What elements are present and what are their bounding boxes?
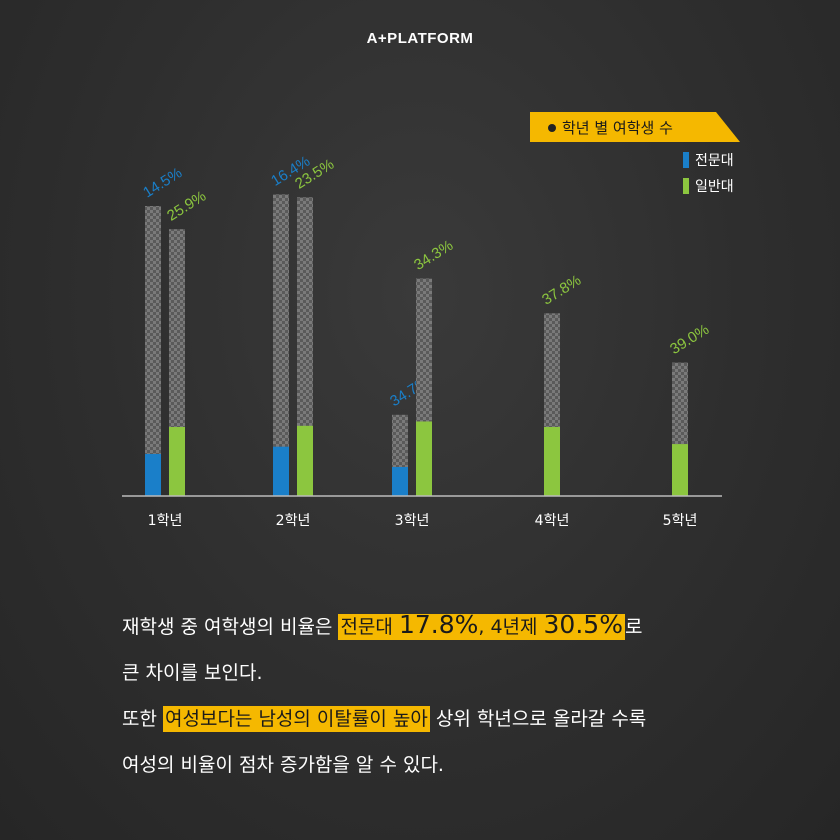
bar-total-junior-1	[145, 206, 161, 496]
bar-female-univ-1	[169, 426, 185, 496]
bar-chart: 14.5%25.9%16.4%23.5%34.7%34.3%37.8%39.0%…	[122, 152, 722, 529]
x-tick-label: 4학년	[535, 513, 570, 529]
bullet-icon	[548, 124, 556, 132]
legend-swatch-blue	[683, 152, 689, 168]
caption-text: 상위 학년으로 올라갈 수록	[429, 708, 647, 730]
legend-label: 일반대	[695, 179, 734, 195]
highlight-dropout: 여성보다는 남성의 이탈률이 높아	[163, 706, 430, 732]
caption: 재학생 중 여학생의 비율은 전문대 17.8%, 4년제 30.5% 로 큰 차…	[122, 602, 762, 788]
data-label: 34.3%	[411, 237, 456, 274]
bar-female-univ-4	[544, 426, 560, 496]
caption-line-4: 여성의 비율이 점차 증가함을 알 수 있다.	[122, 754, 444, 776]
bar-female-junior-1	[145, 453, 161, 496]
bar-female-junior-3	[392, 467, 408, 496]
legend-title: 학년 별 여학생 수	[530, 112, 740, 142]
caption-text: 재학생 중 여학생의 비율은	[122, 616, 339, 638]
highlight-ratio: 전문대 17.8%, 4년제 30.5%	[338, 610, 625, 640]
caption-line-1: 재학생 중 여학생의 비율은 전문대 17.8%, 4년제 30.5% 로	[122, 602, 762, 650]
x-tick-label: 5학년	[663, 513, 698, 529]
bar-total-univ-2	[297, 197, 313, 497]
legend-title-text: 학년 별 여학생 수	[562, 119, 673, 137]
legend-title-banner	[530, 112, 740, 142]
bar-female-univ-3	[416, 421, 432, 496]
bar-female-junior-2	[273, 446, 289, 496]
x-tick-label: 2학년	[276, 513, 311, 529]
brand-logo: A+PLATFORM	[366, 30, 474, 47]
caption-text: 로	[624, 616, 643, 638]
legend-swatch-green	[683, 178, 689, 194]
legend-label: 전문대	[695, 153, 734, 169]
data-label: 14.5%	[140, 164, 185, 201]
caption-line-3: 또한 여성보다는 남성의 이탈률이 높아 상위 학년으로 올라갈 수록	[122, 696, 762, 742]
highlight-number: 17.8%	[398, 610, 479, 639]
x-tick-label: 3학년	[395, 513, 430, 529]
caption-line-2: 큰 차이를 보인다.	[122, 662, 263, 684]
bar-total-junior-2	[273, 194, 289, 496]
highlight-text: 전문대	[340, 616, 399, 638]
bar-female-univ-5	[672, 444, 688, 496]
highlight-number: 30.5%	[543, 610, 623, 639]
data-label: 25.9%	[164, 188, 209, 225]
data-label: 39.0%	[667, 321, 712, 358]
caption-text: 또한	[122, 708, 163, 730]
data-label: 37.8%	[539, 272, 584, 309]
highlight-text: , 4년제	[478, 616, 544, 638]
x-tick-label: 1학년	[148, 513, 183, 529]
bar-female-univ-2	[297, 425, 313, 496]
